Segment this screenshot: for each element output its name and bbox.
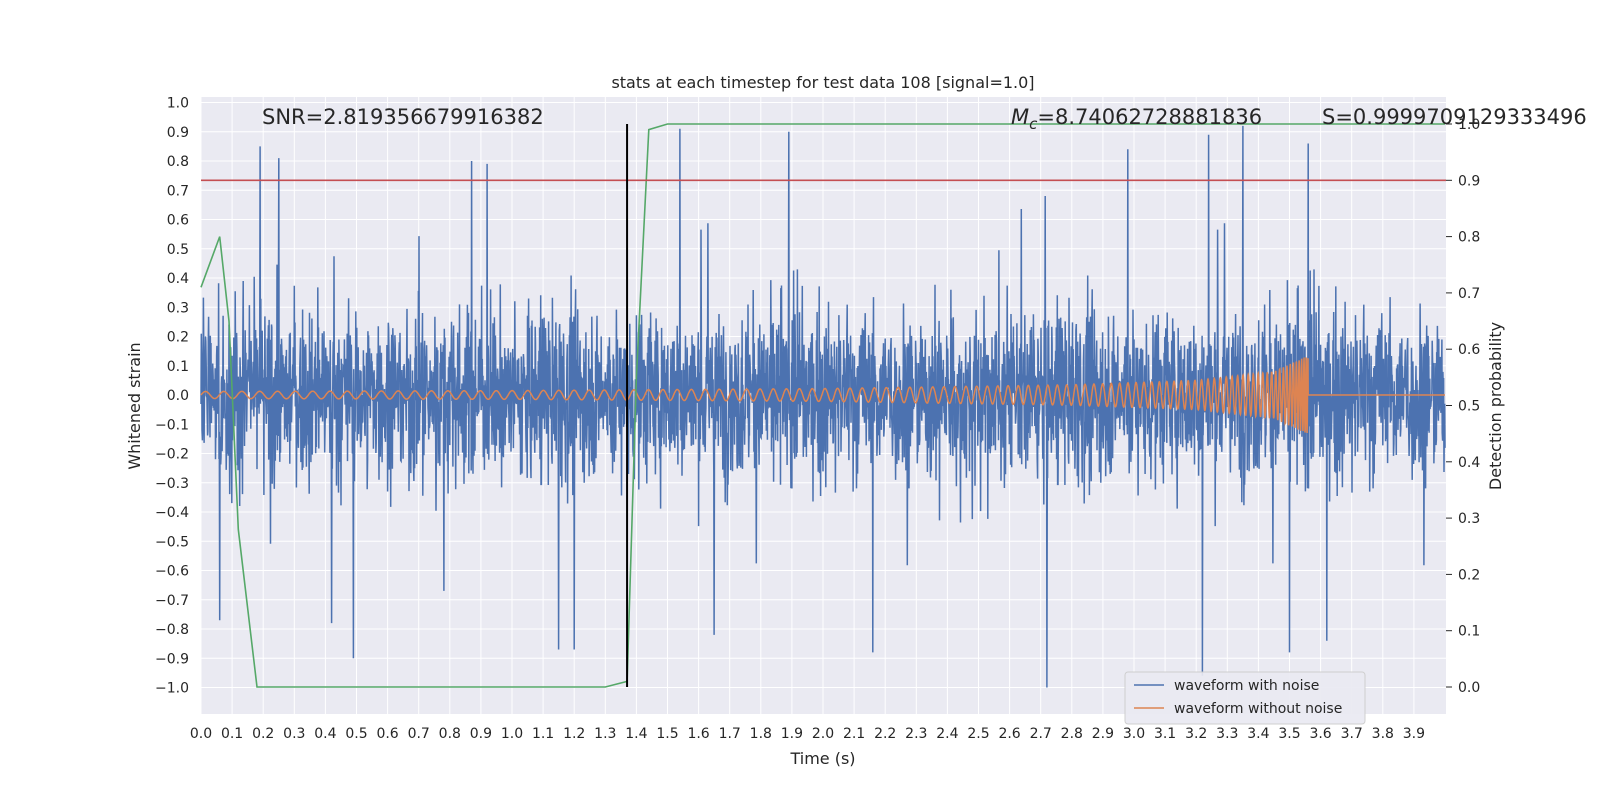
y-tick-label: 0.0 <box>167 388 189 404</box>
y-tick-label: 0.6 <box>167 213 189 229</box>
chirp-mass-subscript: c <box>1029 115 1038 133</box>
x-axis-label: Time (s) <box>789 749 855 768</box>
y2-tick-label: 0.3 <box>1458 511 1480 527</box>
x-tick-label: 3.8 <box>1372 726 1394 742</box>
x-tick-label: 3.5 <box>1278 726 1300 742</box>
y-tick-label: 0.1 <box>167 359 189 375</box>
x-tick-label: 1.7 <box>719 726 741 742</box>
y-tick-label: −0.2 <box>155 447 189 463</box>
x-tick-label: 0.8 <box>439 726 461 742</box>
detection-probability-series <box>200 123 1445 688</box>
chirp-mass-annotation: Mc=8.74062728881836 <box>1011 105 1262 133</box>
noisy-waveform-line <box>200 125 1446 688</box>
y2-tick-label: 0.0 <box>1458 680 1480 696</box>
y2-axis-label: Detection probability <box>1486 322 1505 490</box>
y-tick-label: 0.9 <box>167 125 189 141</box>
y2-axis-ticks: 1.0 0.9 0.8 0.7 0.6 0.5 0.4 0.3 0.2 0.1 0.0 <box>1446 117 1480 696</box>
x-tick-label: 0.5 <box>345 726 367 742</box>
x-tick-label: 0.3 <box>283 726 305 742</box>
x-tick-label: 3.0 <box>1123 726 1145 742</box>
x-tick-label: 1.9 <box>781 726 803 742</box>
x-tick-label: 2.8 <box>1061 726 1083 742</box>
x-tick-label: 2.5 <box>967 726 989 742</box>
chart-title: stats at each timestep for test data 108… <box>611 73 1034 92</box>
clean-waveform-line <box>200 357 1445 434</box>
snr-annotation: SNR=2.819356679916382 <box>262 105 544 129</box>
y2-tick-label: 0.7 <box>1458 286 1480 302</box>
y-tick-label: −0.7 <box>155 593 189 609</box>
legend: waveform with noise waveform without noi… <box>1124 671 1366 725</box>
y2-tick-label: 0.4 <box>1458 455 1480 471</box>
x-tick-label: 2.9 <box>1092 726 1114 742</box>
x-tick-label: 0.2 <box>252 726 274 742</box>
x-tick-label: 1.8 <box>750 726 772 742</box>
x-tick-label: 2.6 <box>998 726 1020 742</box>
x-axis-ticks: 0.0 0.1 0.2 0.3 0.4 0.5 0.6 0.7 0.8 0.9 1.0 1.1 1.2 1… <box>190 726 1425 742</box>
y-tick-label: −0.3 <box>155 476 189 492</box>
y-tick-label: 0.4 <box>167 271 189 287</box>
x-tick-label: 2.4 <box>936 726 958 742</box>
y2-tick-label: 0.1 <box>1458 624 1480 640</box>
x-tick-label: 2.0 <box>812 726 834 742</box>
y-tick-label: −0.5 <box>155 534 189 550</box>
reference-lines <box>201 124 1446 687</box>
x-tick-label: 3.9 <box>1403 726 1425 742</box>
y-tick-label: −1.0 <box>155 681 189 697</box>
y2-tick-label: 0.6 <box>1458 342 1480 358</box>
x-tick-label: 1.1 <box>532 726 554 742</box>
x-tick-label: 1.4 <box>625 726 647 742</box>
y-tick-label: 0.7 <box>167 183 189 199</box>
x-tick-label: 3.2 <box>1185 726 1207 742</box>
y-tick-label: −0.6 <box>155 564 189 580</box>
y-tick-label: −0.1 <box>155 417 189 433</box>
x-tick-label: 0.1 <box>221 726 243 742</box>
y-tick-label: 0.8 <box>167 154 189 170</box>
detection-probability-line <box>200 123 1445 688</box>
x-tick-label: 2.7 <box>1030 726 1052 742</box>
x-tick-label: 1.3 <box>594 726 616 742</box>
x-tick-label: 2.1 <box>843 726 865 742</box>
x-tick-label: 1.5 <box>656 726 678 742</box>
y-tick-label: 1.0 <box>167 96 189 112</box>
x-tick-label: 3.7 <box>1341 726 1363 742</box>
x-tick-label: 0.4 <box>314 726 336 742</box>
x-tick-label: 0.9 <box>470 726 492 742</box>
y-axis-ticks: 1.0 0.9 0.8 0.7 0.6 0.5 0.4 0.3 0.2 0.1 0.0 −0.1 −0.… <box>155 96 189 697</box>
y-tick-label: −0.8 <box>155 622 189 638</box>
y2-tick-label: 0.5 <box>1458 399 1480 415</box>
y-tick-label: 0.5 <box>167 242 189 258</box>
legend-box <box>1124 671 1366 725</box>
y2-tick-label: 0.9 <box>1458 173 1480 189</box>
x-tick-label: 1.6 <box>687 726 709 742</box>
x-tick-label: 0.7 <box>408 726 430 742</box>
legend-label-clean: waveform without noise <box>1174 701 1342 717</box>
y-axis-label: Whitened strain <box>125 342 144 469</box>
y-tick-label: 0.3 <box>167 300 189 316</box>
x-tick-label: 2.3 <box>905 726 927 742</box>
clean-waveform-series <box>200 357 1445 434</box>
x-tick-label: 1.2 <box>563 726 585 742</box>
y2-tick-label: 1.0 <box>1458 117 1480 133</box>
y2-tick-label: 0.2 <box>1458 567 1480 583</box>
y-tick-label: −0.4 <box>155 505 189 521</box>
x-tick-label: 3.1 <box>1154 726 1176 742</box>
x-tick-label: 3.3 <box>1216 726 1238 742</box>
y-tick-label: 0.2 <box>167 330 189 346</box>
x-tick-label: 3.4 <box>1247 726 1269 742</box>
chirp-mass-value: =8.74062728881836 <box>1037 105 1262 129</box>
y2-tick-label: 0.8 <box>1458 230 1480 246</box>
x-tick-label: 0.6 <box>376 726 398 742</box>
score-annotation: S=0.9999709129333496 <box>1322 105 1587 129</box>
x-tick-label: 1.0 <box>501 726 523 742</box>
x-tick-label: 0.0 <box>190 726 212 742</box>
x-tick-label: 3.6 <box>1309 726 1331 742</box>
legend-label-noisy: waveform with noise <box>1174 678 1319 694</box>
noisy-waveform-series <box>200 125 1446 688</box>
y-tick-label: −0.9 <box>155 651 189 667</box>
chirp-mass-symbol: M <box>1011 105 1029 129</box>
x-tick-label: 2.2 <box>874 726 896 742</box>
